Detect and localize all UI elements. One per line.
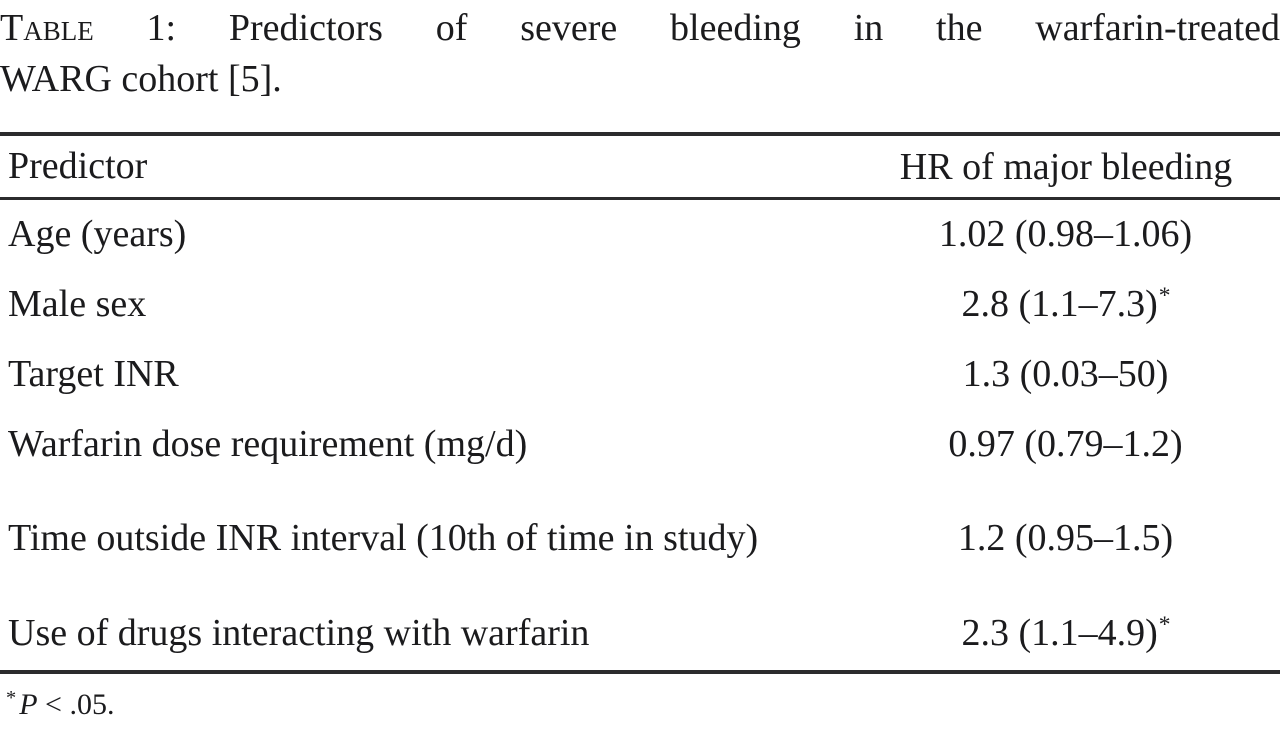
predictor-cell: Target INR (8, 353, 179, 396)
hr-cell: 2.8 (1.1–7.3)* (852, 280, 1280, 329)
footnote-asterisk: * (6, 686, 17, 709)
predictor-cell: Time outside INR interval (10th of time … (8, 517, 759, 560)
caption-line-1: Table 1: Predictors of severe bleeding i… (0, 3, 1280, 54)
table-header-row: Predictor HR of major bleeding (0, 132, 1280, 200)
hr-cell: 1.2 (0.95–1.5) (852, 514, 1280, 563)
caption-title-text: 1: Predictors of severe bleeding in the … (93, 7, 1280, 49)
hr-cell: 1.02 (0.98–1.06) (852, 210, 1280, 259)
table-row: Warfarin dose requirement (mg/d) 0.97 (0… (0, 410, 1280, 480)
caption-table-label: Table (0, 7, 94, 49)
column-header-predictor: Predictor (8, 144, 148, 187)
column-header-hr: HR of major bleeding (899, 145, 1233, 188)
significance-asterisk: * (1158, 612, 1171, 639)
table-body: Age (years) 1.02 (0.98–1.06) Male sex 2.… (0, 200, 1280, 674)
table-footnote: * P < .05. (0, 674, 1280, 723)
predictor-cell: Age (years) (8, 213, 187, 256)
hr-cell: 2.3 (1.1–4.9)* (852, 609, 1280, 658)
hr-value: 1.02 (0.98–1.06) (938, 213, 1193, 256)
hr-value: 2.8 (1.1–7.3) (961, 283, 1158, 326)
hr-value: 1.2 (0.95–1.5) (957, 517, 1174, 560)
hr-value: 1.3 (0.03–50) (962, 353, 1169, 396)
hr-value: 2.3 (1.1–4.9) (961, 612, 1158, 655)
significance-asterisk: * (1158, 283, 1171, 310)
table-row: Male sex 2.8 (1.1–7.3)* (0, 270, 1280, 340)
predictor-cell: Use of drugs interacting with warfarin (8, 612, 590, 655)
predictors-table: Predictor HR of major bleeding Age (year… (0, 132, 1280, 674)
hr-value: 0.97 (0.79–1.2) (948, 423, 1183, 466)
hr-cell: 0.97 (0.79–1.2) (852, 420, 1280, 469)
hr-cell: 1.3 (0.03–50) (852, 350, 1280, 399)
footnote-threshold: < .05. (37, 688, 115, 721)
table-row: Target INR 1.3 (0.03–50) (0, 340, 1280, 410)
table-caption: Table 1: Predictors of severe bleeding i… (0, 0, 1280, 105)
table-row: Use of drugs interacting with warfarin 2… (0, 598, 1280, 670)
caption-line-2: WARG cohort [5]. (0, 58, 282, 100)
footnote-p-symbol: P (19, 688, 38, 721)
predictor-cell: Male sex (8, 283, 147, 326)
predictor-cell: Warfarin dose requirement (mg/d) (8, 423, 528, 466)
table-row: Age (years) 1.02 (0.98–1.06) (0, 200, 1280, 270)
table-row: Time outside INR interval (10th of time … (0, 480, 1280, 598)
